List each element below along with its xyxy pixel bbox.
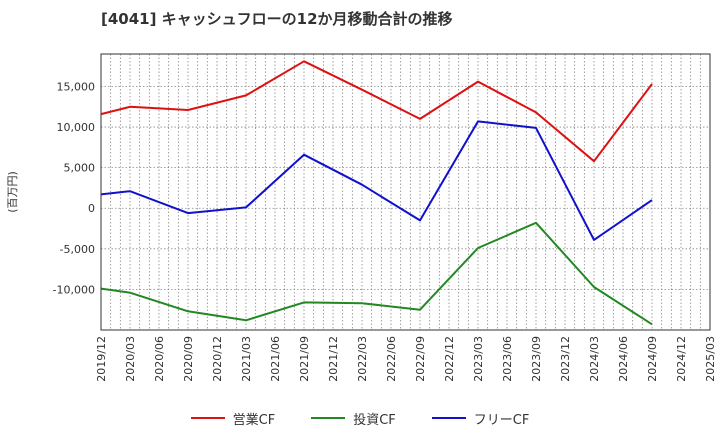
x-tick-label: 2023/06 xyxy=(501,336,514,382)
data-series xyxy=(100,60,653,326)
x-tick-label: 2020/09 xyxy=(182,336,195,382)
x-tick-label: 2022/09 xyxy=(414,336,427,382)
legend-swatch xyxy=(311,417,346,419)
x-tick-label: 2022/06 xyxy=(385,336,398,382)
legend-swatch xyxy=(431,417,466,419)
x-tick-label: 2024/06 xyxy=(617,336,630,382)
x-tick-label: 2019/12 xyxy=(95,336,108,382)
x-tick-label: 2022/12 xyxy=(443,336,456,382)
x-tick-label: 2020/12 xyxy=(211,336,224,382)
plot-frame xyxy=(100,53,711,331)
x-tick-label: 2025/03 xyxy=(704,336,717,382)
series-line-営業CF xyxy=(100,60,653,163)
x-tick-label: 2024/03 xyxy=(588,336,601,382)
x-tick-label: 2020/06 xyxy=(153,336,166,382)
y-tick-label: 15,000 xyxy=(57,80,96,93)
grid-lines xyxy=(101,54,710,330)
y-tick-label: 5,000 xyxy=(64,162,96,175)
y-tick-label: -10,000 xyxy=(53,283,95,296)
x-tick-label: 2023/03 xyxy=(472,336,485,382)
legend: 営業CF 投資CF フリーCF xyxy=(0,404,720,428)
x-tick-label: 2021/03 xyxy=(240,336,253,382)
legend-item: フリーCF xyxy=(431,409,530,428)
x-tick-label: 2024/12 xyxy=(675,336,688,382)
legend-label: フリーCF xyxy=(473,412,530,428)
y-axis-label: (百万円) xyxy=(6,171,19,213)
series-line-投資CF xyxy=(100,221,653,326)
legend-item: 営業CF xyxy=(190,409,276,428)
chart-title: [4041] キャッシュフローの12か月移動合計の推移 xyxy=(101,10,453,28)
legend-item: 投資CF xyxy=(311,409,396,428)
x-axis-ticks: 2019/12 2020/03 2020/06 2020/09 2020/12 2021/… xyxy=(95,336,717,382)
x-tick-label: 2022/03 xyxy=(356,336,369,382)
y-tick-label: 10,000 xyxy=(57,121,96,134)
x-tick-label: 2023/12 xyxy=(559,336,572,382)
legend-swatch xyxy=(190,417,225,419)
x-tick-label: 2023/09 xyxy=(530,336,543,382)
x-tick-label: 2021/12 xyxy=(327,336,340,382)
x-tick-label: 2024/09 xyxy=(646,336,659,382)
y-axis-ticks: -10,000 -5,000 0 5,000 10,000 15,000 xyxy=(53,80,95,296)
x-tick-label: 2020/03 xyxy=(124,336,137,382)
y-tick-label: -5,000 xyxy=(60,243,95,256)
y-tick-label: 0 xyxy=(88,202,95,215)
legend-label: 投資CF xyxy=(353,412,396,428)
x-tick-label: 2021/06 xyxy=(269,336,282,382)
legend-label: 営業CF xyxy=(232,412,276,428)
x-tick-label: 2021/09 xyxy=(298,336,311,382)
